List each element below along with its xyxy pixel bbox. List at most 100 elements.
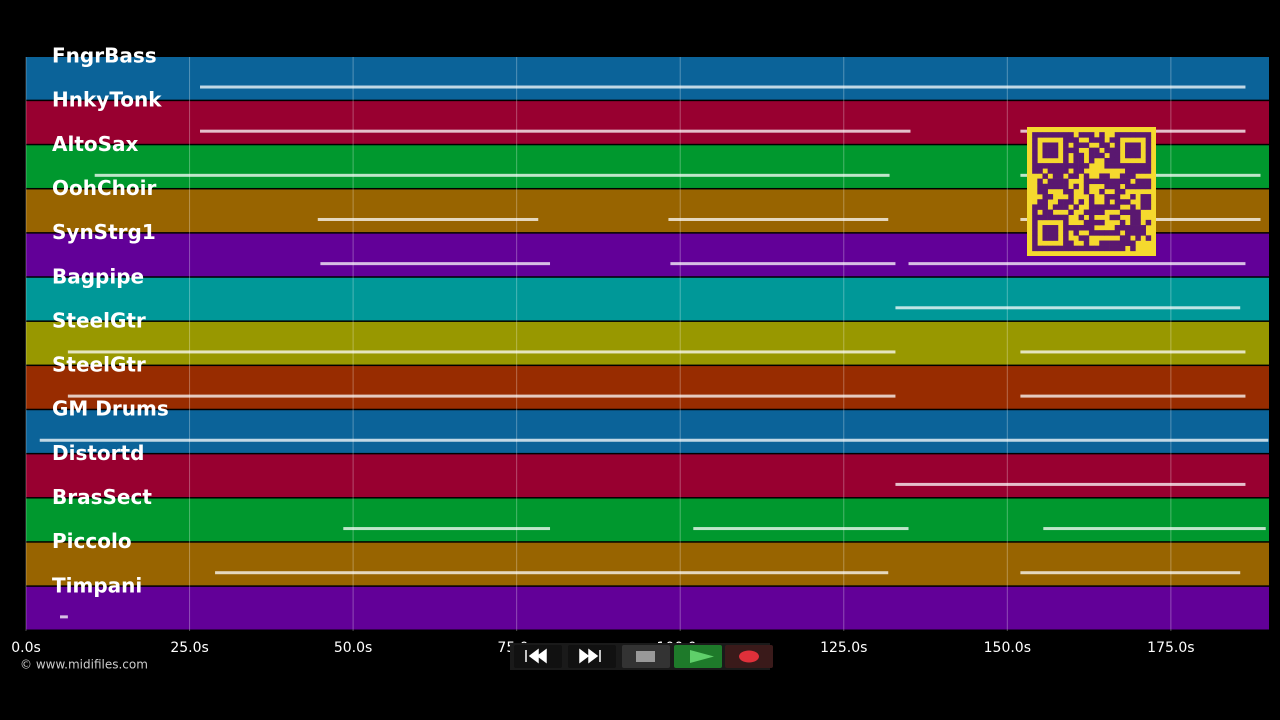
- note-span: [317, 217, 539, 221]
- qr-cell: [1063, 245, 1069, 252]
- qr-cell: [1114, 204, 1121, 210]
- qr-cell: [1032, 230, 1038, 236]
- qr-cell: [1104, 245, 1110, 252]
- qr-cell: [1088, 178, 1095, 185]
- qr-cell: [1130, 214, 1136, 221]
- note-span: [200, 85, 1246, 89]
- track-name: SteelGtr: [52, 353, 146, 377]
- qr-cell: [1145, 152, 1152, 159]
- qr-cell: [1135, 147, 1141, 154]
- qr-cell: [1119, 235, 1126, 241]
- qr-cell: [1130, 183, 1136, 190]
- forward-icon: [579, 648, 601, 664]
- qr-cell: [1047, 152, 1054, 159]
- qr-cell: [1109, 183, 1116, 190]
- qr-cell: [1047, 245, 1054, 252]
- track-name: Piccolo: [52, 529, 132, 553]
- qr-cell: [1125, 230, 1131, 236]
- stop-button[interactable]: [622, 645, 670, 668]
- qr-cell: [1109, 157, 1116, 164]
- qr-cell: [1094, 152, 1100, 159]
- qr-cell: [1083, 188, 1090, 195]
- track-lane: [26, 57, 1269, 100]
- qr-cell: [1114, 157, 1121, 164]
- credit: © www.midifiles.com: [20, 658, 148, 672]
- qr-cell: [1047, 147, 1054, 154]
- note-span: [67, 394, 896, 398]
- qr-cell: [1140, 225, 1146, 231]
- qr-cell: [1083, 245, 1090, 252]
- qr-cell: [1083, 142, 1090, 148]
- qr-cell: [1104, 204, 1110, 210]
- qr-cell: [1114, 214, 1121, 221]
- play-button[interactable]: [674, 645, 722, 668]
- qr-cell: [1130, 152, 1136, 159]
- qr-cell: [1032, 204, 1038, 210]
- qr-cell: [1052, 132, 1059, 138]
- note-span: [670, 262, 896, 266]
- qr-cell: [1130, 245, 1136, 252]
- qr-cell: [1145, 168, 1152, 174]
- qr-cell: [1057, 214, 1064, 221]
- play-icon: [690, 650, 714, 663]
- qr-cell: [1037, 163, 1043, 169]
- note-span: [215, 571, 889, 575]
- qr-cell: [1032, 152, 1038, 159]
- qr-cell: [1078, 142, 1085, 148]
- qr-cell: [1145, 183, 1152, 190]
- qr-cell: [1099, 188, 1105, 195]
- qr-cell: [1088, 152, 1095, 159]
- qr-cell: [1057, 132, 1064, 138]
- qr-cell: [1052, 183, 1059, 190]
- qr-cell: [1063, 183, 1069, 190]
- qr-cell: [1052, 245, 1059, 252]
- qr-cell: [1104, 173, 1110, 179]
- stop-icon: [636, 651, 655, 662]
- qr-cell: [1145, 142, 1152, 148]
- qr-cell: [1130, 209, 1136, 216]
- qr-cell: [1088, 225, 1095, 231]
- qr-cell: [1052, 214, 1059, 221]
- qr-cell: [1114, 142, 1121, 148]
- track-name: Timpani: [52, 573, 142, 597]
- qr-cell: [1073, 245, 1079, 252]
- qr-cell: [1083, 219, 1090, 226]
- qr-cell: [1083, 178, 1090, 185]
- qr-cell: [1114, 152, 1121, 159]
- qr-cell: [1073, 230, 1079, 236]
- qr-cell: [1042, 204, 1048, 210]
- qr-cell: [1114, 230, 1121, 236]
- qr-cell: [1073, 183, 1079, 190]
- track-name: AltoSax: [52, 132, 139, 156]
- track-name: BrasSect: [52, 485, 152, 509]
- qr-cell: [1125, 168, 1131, 174]
- qr-cell: [1099, 152, 1105, 159]
- qr-cell: [1032, 219, 1038, 226]
- qr-cell: [1135, 132, 1141, 138]
- qr-cell: [1109, 178, 1116, 185]
- qr-cell: [1114, 163, 1121, 169]
- qr-cell: [1130, 163, 1136, 169]
- track-name: Distortd: [52, 441, 144, 465]
- qr-cell: [1052, 235, 1059, 241]
- track-lane: [26, 410, 1269, 453]
- record-button[interactable]: [725, 645, 773, 668]
- qr-cell: [1047, 209, 1054, 216]
- qr-cell: [1042, 188, 1048, 195]
- rewind-button[interactable]: [514, 645, 562, 668]
- qr-cell: [1073, 157, 1079, 164]
- track-name: OohChoir: [52, 176, 156, 200]
- note-span: [39, 438, 1269, 442]
- forward-button[interactable]: [568, 645, 616, 668]
- qr-cell: [1073, 142, 1079, 148]
- qr-cell: [1140, 132, 1146, 138]
- qr-cell: [1125, 225, 1131, 231]
- qr-cell: [1145, 132, 1152, 138]
- qr-cell: [1099, 132, 1105, 138]
- note-span: [343, 527, 551, 531]
- qr-cell: [1119, 219, 1126, 226]
- qr-cell: [1145, 194, 1152, 200]
- qr-cell: [1052, 178, 1059, 185]
- x-tick-label: 175.0s: [1147, 640, 1194, 656]
- qr-cell: [1099, 245, 1105, 252]
